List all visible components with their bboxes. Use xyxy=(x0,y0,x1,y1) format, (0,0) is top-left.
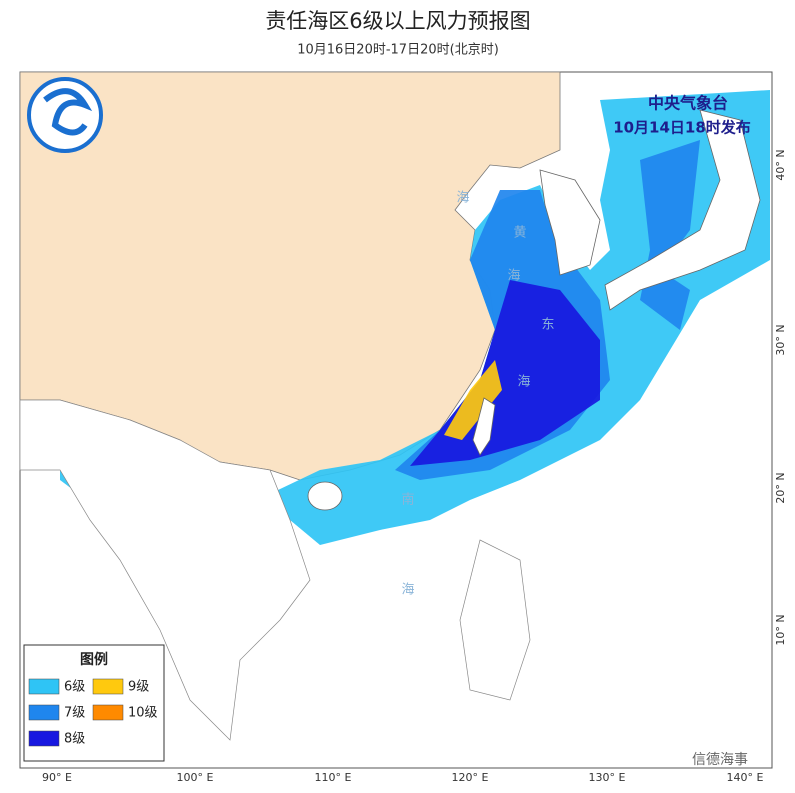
subtitle: 10月16日20时-17日20时(北京时) xyxy=(297,43,499,58)
logo xyxy=(27,77,103,153)
issuer-name: 中央气象台 xyxy=(648,94,728,113)
longitude-label: 90° E xyxy=(42,771,72,784)
watermark: 信德海事 xyxy=(692,752,748,768)
sea-label: 海 xyxy=(507,269,520,284)
sea-label: 海 xyxy=(517,375,530,390)
legend-swatch xyxy=(28,678,60,695)
legend-swatch xyxy=(92,704,124,721)
legend-swatch xyxy=(92,678,124,695)
latitude-label: 10° N xyxy=(774,614,787,645)
longitude-label: 130° E xyxy=(589,771,626,784)
legend-label: 9级 xyxy=(128,680,149,695)
land-taiwan xyxy=(472,397,496,456)
longitude-label: 140° E xyxy=(727,771,764,784)
legend-label: 8级 xyxy=(64,732,85,747)
legend-swatch xyxy=(28,730,60,747)
sea-label: 南 xyxy=(401,492,414,508)
legend-swatch xyxy=(28,704,60,721)
latitude-label: 20° N xyxy=(774,472,787,503)
land-philippines xyxy=(459,539,531,701)
land-hainan xyxy=(307,481,343,511)
latitude-label: 30° N xyxy=(774,324,787,355)
land-japan xyxy=(604,109,761,311)
issue-time: 10月14日18时发布 xyxy=(613,119,751,137)
longitude-label: 100° E xyxy=(177,771,214,784)
land-southeast-asia xyxy=(19,399,311,741)
land-outlines xyxy=(19,109,761,741)
sea-label: 东 xyxy=(541,318,554,333)
legend-title: 图例 xyxy=(80,651,108,668)
longitude-label: 120° E xyxy=(452,771,489,784)
legend-label: 10级 xyxy=(128,706,158,721)
sea-label: 海 xyxy=(456,191,469,206)
labels: 90° E 100° E 110° E 120° E 130° E 140° E 10° N… xyxy=(42,149,787,784)
longitude-label: 110° E xyxy=(315,771,352,784)
legend-label: 6级 xyxy=(64,680,85,695)
latitude-label: 40° N xyxy=(774,149,787,180)
land-korea xyxy=(539,169,601,276)
sea-label: 黄 xyxy=(513,226,526,241)
logo-mark xyxy=(43,88,93,136)
legend-label: 7级 xyxy=(64,706,85,721)
sea-label: 海 xyxy=(401,583,414,598)
legend: 图例 6级 9级 7级 10级 8级 xyxy=(23,644,165,762)
wind-zone xyxy=(444,360,502,440)
title: 责任海区6级以上风力预报图 xyxy=(265,9,530,33)
